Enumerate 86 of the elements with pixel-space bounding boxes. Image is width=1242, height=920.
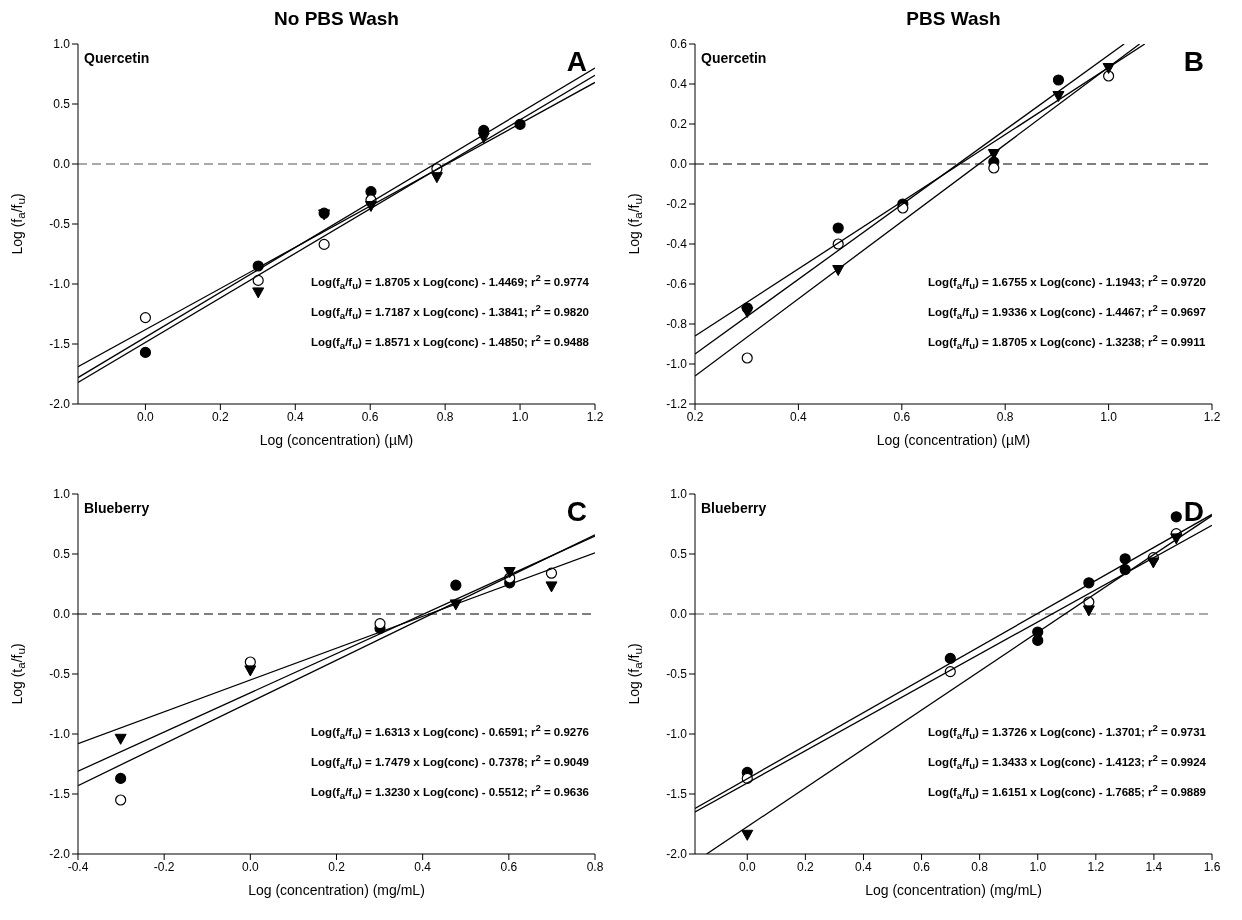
y-tick-label: 0.5: [53, 547, 71, 562]
x-tick-label: -0.2: [153, 859, 175, 874]
y-tick-label: 0.0: [670, 607, 688, 622]
annotation: Log(f$_{a}$/f$_{u}$) = 1.3230 x Log(conc) - 0.5512; r$^{2}$ = 0.9636: [311, 781, 589, 804]
x-tick-label: 1.4: [1145, 859, 1163, 874]
annotation: Log(f$_{a}$/f$_{u}$) = 1.3726 x Log(conc) - 1.3701; r$^{2}$ = 0.9731: [928, 720, 1206, 743]
x-tick-label: 1.2: [1087, 859, 1105, 874]
y-tick-label: -1.2: [666, 397, 688, 412]
annotation: Log(f$_{a}$/f$_{u}$) = 1.6313 x Log(conc) - 0.6591; r$^{2}$ = 0.9276: [311, 720, 589, 743]
y-tick-label: -1.5: [666, 787, 688, 802]
y-tick-label: 0.4: [670, 77, 688, 92]
x-axis-title: Log (concentration) (mg/mL): [864, 882, 1043, 898]
y-tick-label: -1.0: [49, 277, 71, 292]
annotation: Log(f$_{a}$/f$_{u}$) = 1.3433 x Log(conc) - 1.4123; r$^{2}$ = 0.9924: [928, 750, 1206, 774]
annotation: Log(f$_{a}$/f$_{u}$) = 1.8705 x Log(conc) - 1.3238; r$^{2}$ = 0.9911: [928, 331, 1206, 354]
x-tick-label: 0.4: [790, 409, 808, 424]
x-tick-label: 0.0: [241, 859, 259, 874]
y-tick-label: 0.6: [670, 37, 688, 52]
annotation: Log(f$_{a}$/f$_{u}$) = 1.8571 x Log(conc) - 1.4850; r$^{2}$ = 0.9488: [311, 331, 589, 354]
x-tick-label: 0.4: [414, 859, 432, 874]
annotation: A: [566, 46, 587, 78]
y-tick-label: -1.5: [49, 787, 71, 802]
x-tick-label: 0.2: [328, 859, 346, 874]
y-tick-label: 1.0: [670, 487, 688, 502]
x-tick-label: 1.2: [1203, 409, 1221, 424]
y-tick-label: -0.8: [666, 317, 688, 332]
y-tick-label: 0.5: [53, 97, 71, 112]
y-tick-label: -0.4: [666, 237, 688, 252]
annotation: Blueberry: [84, 500, 150, 516]
y-tick-label: -0.5: [49, 667, 71, 682]
annotation: Log(f$_{a}$/f$_{u}$) = 1.8705 x Log(conc) - 1.4469; r$^{2}$ = 0.9774: [311, 270, 589, 293]
x-tick-label: 1.0: [1029, 859, 1047, 874]
x-tick-label: 0.4: [286, 409, 304, 424]
y-tick-label: -1.5: [49, 337, 71, 352]
x-tick-label: 0.2: [797, 859, 815, 874]
annotation: Log(f$_{a}$/f$_{u}$) = 1.6151 x Log(conc) - 1.7685; r$^{2}$ = 0.9889: [928, 781, 1206, 804]
annotation: Log(f$_{a}$/f$_{u}$) = 1.6755 x Log(conc) - 1.1943; r$^{2}$ = 0.9720: [928, 270, 1206, 293]
x-tick-label: 1.0: [511, 409, 529, 424]
x-tick-label: 0.2: [686, 409, 704, 424]
annotation: Quercetin: [701, 50, 767, 66]
chart-title: No PBS Wash: [274, 8, 399, 29]
annotation: Blueberry: [701, 500, 767, 516]
x-tick-label: 0.6: [893, 409, 911, 424]
x-tick-label: 1.2: [586, 409, 604, 424]
annotation: Log(f$_{a}$/f$_{u}$) = 1.7479 x Log(conc) - 0.7378; r$^{2}$ = 0.9049: [311, 750, 589, 774]
y-tick-label: 0.5: [670, 547, 688, 562]
x-axis-title: Log (concentration) (mg/mL): [247, 882, 426, 898]
x-tick-label: 0.6: [361, 409, 379, 424]
annotation: Log(f$_{a}$/f$_{u}$) = 1.7187 x Log(conc) - 1.3841; r$^{2}$ = 0.9820: [311, 300, 589, 324]
y-tick-label: 1.0: [53, 487, 71, 502]
annotation: Quercetin: [84, 50, 150, 66]
x-tick-label: 0.6: [913, 859, 931, 874]
y-tick-label: -2.0: [49, 847, 71, 862]
y-tick-label: -0.5: [49, 217, 71, 232]
annotation: D: [1183, 496, 1204, 528]
annotation: C: [566, 496, 587, 528]
annotation: B: [1183, 46, 1204, 78]
y-tick-label: -0.6: [666, 277, 688, 292]
y-tick-label: -2.0: [666, 847, 688, 862]
x-tick-label: 0.8: [996, 409, 1014, 424]
x-tick-label: 1.6: [1203, 859, 1221, 874]
y-tick-label: 1.0: [53, 37, 71, 52]
x-tick-label: 0.8: [436, 409, 454, 424]
x-tick-label: 0.6: [500, 859, 518, 874]
x-tick-label: -0.4: [67, 859, 89, 874]
x-axis-title: Log (concentration) (µM): [875, 432, 1032, 448]
x-tick-label: 0.0: [137, 409, 155, 424]
x-axis-title: Log (concentration) (µM): [258, 432, 415, 448]
chart-title: PBS Wash: [906, 8, 1001, 29]
annotation: Log(f$_{a}$/f$_{u}$) = 1.9336 x Log(conc) - 1.4467; r$^{2}$ = 0.9697: [928, 300, 1206, 324]
y-tick-label: -1.0: [49, 727, 71, 742]
x-tick-label: 1.0: [1100, 409, 1118, 424]
y-tick-label: 0.0: [53, 157, 71, 172]
x-tick-label: 0.8: [971, 859, 989, 874]
x-tick-label: 0.2: [212, 409, 230, 424]
y-tick-label: -2.0: [49, 397, 71, 412]
y-tick-label: -0.2: [666, 197, 688, 212]
y-tick-label: -1.0: [666, 727, 688, 742]
y-tick-label: 0.0: [53, 607, 71, 622]
x-tick-label: 0.8: [586, 859, 604, 874]
y-tick-label: -1.0: [666, 357, 688, 372]
x-tick-label: 0.0: [738, 859, 756, 874]
y-tick-label: -0.5: [666, 667, 688, 682]
y-tick-label: 0.0: [670, 157, 688, 172]
x-tick-label: 0.4: [855, 859, 873, 874]
y-tick-label: 0.2: [670, 117, 688, 132]
